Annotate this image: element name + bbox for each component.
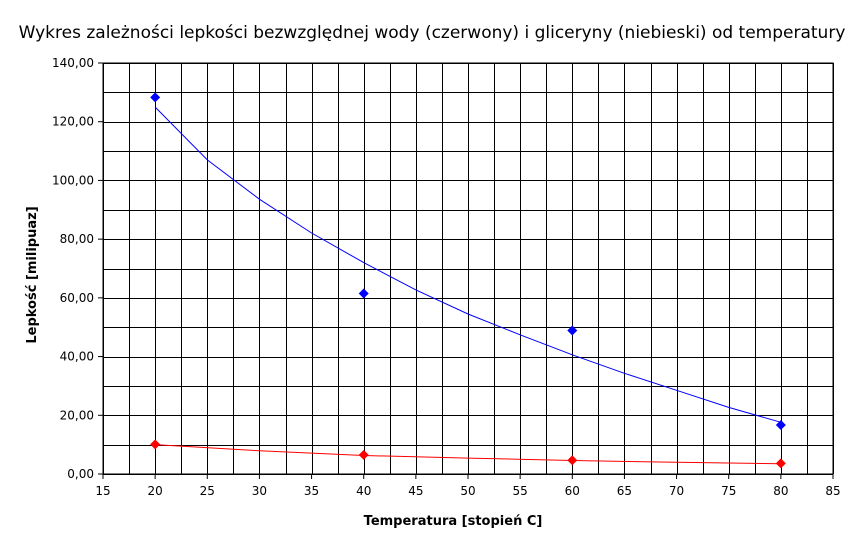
grid: [103, 63, 834, 475]
y-tick-label: 140,00: [52, 56, 94, 70]
y-tick-label: 120,00: [52, 115, 94, 129]
y-tick-label: 80,00: [60, 232, 94, 246]
y-axis-ticks: 0,00 20,00 40,00 60,00 80,00 100,00 120,00 140,…: [52, 56, 103, 481]
x-tick-label: 75: [721, 484, 736, 498]
data-point-series-1: [775, 419, 786, 430]
x-tick-label: 80: [773, 484, 788, 498]
trendline-series-2: [155, 444, 781, 465]
x-axis-ticks: 15 20 25 30 35 40 45 50 55 60 65 70 75 80 85: [95, 474, 841, 498]
x-tick-label: 35: [304, 484, 319, 498]
chart-title: Wykres zależności lepkości bezwzględnej …: [19, 23, 846, 43]
x-tick-label: 60: [565, 484, 580, 498]
data-points: [150, 92, 786, 469]
trendline-series-1: [154, 106, 782, 423]
data-point-series-2: [567, 455, 578, 466]
data-point-series-2: [150, 439, 161, 450]
x-tick-label: 30: [252, 484, 267, 498]
data-point-series-1: [567, 325, 578, 336]
x-tick-label: 50: [460, 484, 475, 498]
data-point-series-2: [775, 458, 786, 469]
x-tick-label: 65: [617, 484, 632, 498]
x-tick-label: 85: [825, 484, 840, 498]
x-tick-label: 70: [669, 484, 684, 498]
y-tick-label: 60,00: [60, 291, 94, 305]
y-tick-label: 100,00: [52, 173, 94, 187]
y-tick-label: 20,00: [60, 408, 94, 422]
data-point-series-1: [358, 288, 369, 299]
x-tick-label: 55: [513, 484, 528, 498]
y-axis-label: Lepkość [milipuaz]: [25, 206, 40, 343]
x-tick-label: 15: [95, 484, 110, 498]
x-axis-label: Temperatura [stopień C]: [364, 514, 543, 529]
y-tick-label: 40,00: [60, 350, 94, 364]
data-point-series-2: [358, 449, 369, 460]
x-tick-label: 45: [408, 484, 423, 498]
data-point-series-1: [150, 92, 161, 103]
trendlines: [154, 106, 782, 465]
y-tick-label: 0,00: [67, 467, 94, 481]
x-tick-label: 25: [200, 484, 215, 498]
x-tick-label: 40: [356, 484, 371, 498]
x-tick-label: 20: [148, 484, 163, 498]
